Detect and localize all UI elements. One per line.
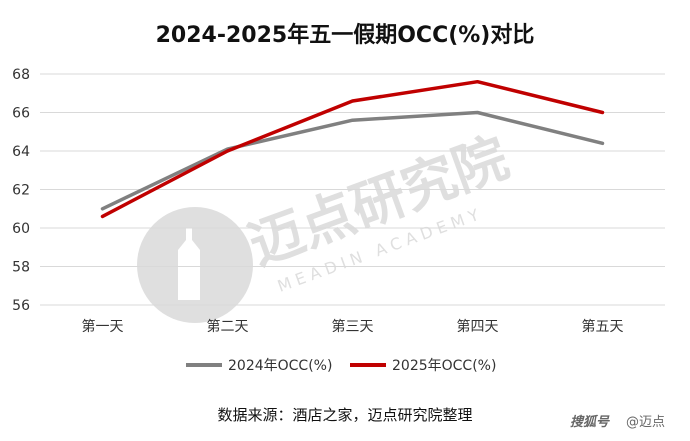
series-lines xyxy=(100,79,605,219)
x-tick-label: 第一天 xyxy=(82,318,124,335)
x-axis: 第一天 第二天 第三天 第四天 第五天 xyxy=(82,318,624,335)
y-tick-label: 64 xyxy=(12,144,30,160)
x-tick-label: 第四天 xyxy=(457,318,499,335)
brand-account: @迈点 xyxy=(626,415,665,430)
watermark-logo-tower xyxy=(178,228,200,300)
x-tick-label: 第二天 xyxy=(207,318,249,335)
legend-label-2025: 2025年OCC(%) xyxy=(392,358,496,374)
source-note: 数据来源：酒店之家，迈点研究院整理 xyxy=(217,406,472,424)
y-tick-label: 62 xyxy=(12,183,30,199)
series-line-1 xyxy=(100,79,605,219)
gridlines xyxy=(40,73,665,306)
chart-title: 2024-2025年五一假期OCC(%)对比 xyxy=(156,22,535,48)
y-tick-label: 66 xyxy=(12,106,30,122)
legend-label-2024: 2024年OCC(%) xyxy=(228,358,332,374)
y-axis: 56 58 60 62 64 66 68 xyxy=(12,67,30,314)
y-tick-label: 58 xyxy=(12,260,30,276)
y-tick-label: 56 xyxy=(12,298,30,314)
brand-mark: 搜狐号 @迈点 xyxy=(570,414,665,430)
brand-platform: 搜狐号 xyxy=(570,414,610,430)
watermark: 迈点研究院 MEADIN ACADEMY xyxy=(137,126,516,323)
series-line-0 xyxy=(100,110,605,211)
legend: 2024年OCC(%) 2025年OCC(%) xyxy=(186,358,496,374)
y-tick-label: 60 xyxy=(12,221,30,237)
x-tick-label: 第三天 xyxy=(332,318,374,335)
x-tick-label: 第五天 xyxy=(582,318,624,335)
y-tick-label: 68 xyxy=(12,67,30,83)
